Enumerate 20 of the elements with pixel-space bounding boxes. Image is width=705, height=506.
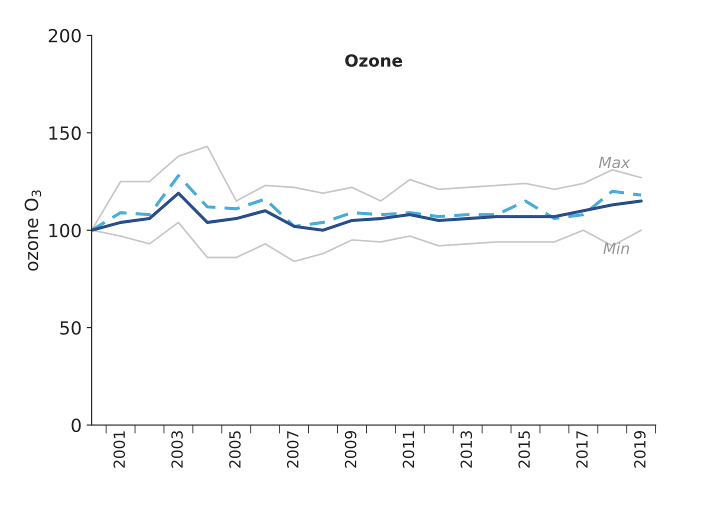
x-tick-label: 2007: [286, 431, 299, 468]
x-tick-label: 2009: [344, 430, 356, 468]
y-tick-label: 100: [49, 224, 81, 238]
x-tick-label: 2019: [634, 430, 646, 468]
x-tick-label: 2015: [518, 431, 530, 468]
x-tick-label: 2011: [402, 431, 414, 468]
series-label: Max: [598, 156, 630, 168]
y-tick-label: 150: [49, 126, 81, 140]
x-tick-label: 2001: [113, 431, 126, 468]
y-axis-title: ozone O$_{3}$: [24, 190, 42, 271]
y-tick-label: 0: [72, 418, 81, 432]
x-tick-label: 2005: [229, 431, 241, 468]
text: Ozone: [345, 54, 402, 67]
y-tick-label: 200: [48, 28, 81, 43]
x-tick-label: 2003: [171, 431, 183, 468]
line-series: [92, 192, 643, 232]
x-tick-label: 2017: [576, 431, 588, 468]
series-label: Min: [603, 242, 630, 254]
y-tick-label: 50: [60, 321, 81, 335]
x-tick-label: 2013: [460, 431, 472, 468]
